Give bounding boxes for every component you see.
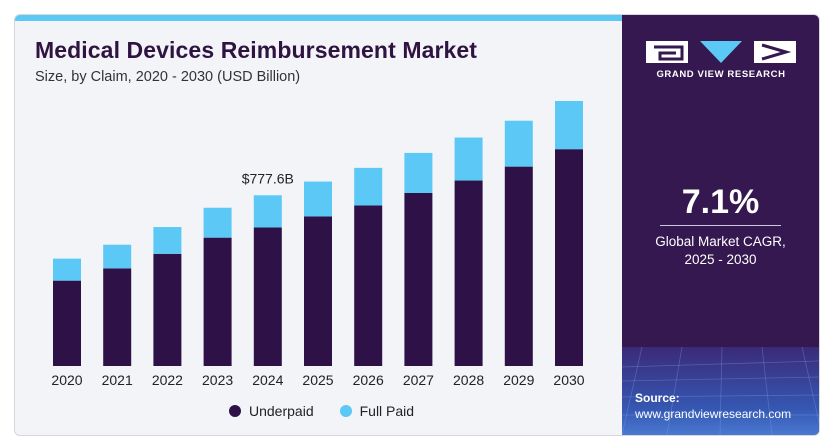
infographic-card: Medical Devices Reimbursement Market Siz…: [14, 14, 820, 436]
x-tick-label-2030: 2030: [553, 372, 584, 388]
bar-underpaid-2027: [404, 192, 433, 366]
brand-name: GRAND VIEW RESEARCH: [656, 69, 786, 80]
bar-full-paid-2025: [304, 181, 332, 217]
bar-full-paid-2021: [103, 244, 132, 269]
legend-item-underpaid: Underpaid: [229, 403, 314, 419]
source-label: Source:: [635, 391, 680, 405]
cagr-value: 7.1%: [681, 183, 760, 221]
bar-underpaid-2022: [153, 253, 182, 366]
x-tick-label-2023: 2023: [202, 372, 233, 388]
x-tick-label-2029: 2029: [503, 372, 534, 388]
chart-subtitle: Size, by Claim, 2020 - 2030 (USD Billion…: [35, 69, 301, 85]
bar-full-paid-2023: [203, 207, 232, 238]
bar-full-paid-2026: [354, 167, 383, 206]
source-box: Source: www.grandviewresearch.com: [622, 347, 819, 435]
x-tick-label-2027: 2027: [403, 372, 434, 388]
cagr-label-line2: 2025 - 2030: [684, 252, 757, 267]
sidebar-panel: GRAND VIEW RESEARCH 7.1% Global Market C…: [622, 15, 819, 435]
legend: Underpaid Full Paid: [229, 403, 414, 419]
grid-pattern: [622, 347, 819, 435]
x-tick-label-2026: 2026: [353, 372, 384, 388]
source-link[interactable]: www.grandviewresearch.com: [635, 407, 792, 421]
cagr-label: Global Market CAGR, 2025 - 2030: [622, 233, 819, 269]
data-label-2024: $777.6B: [242, 170, 294, 186]
bar-underpaid-2030: [555, 149, 583, 366]
chart-title: Medical Devices Reimbursement Market: [35, 37, 478, 63]
cagr-label-line1: Global Market CAGR,: [655, 234, 786, 249]
bar-full-paid-2028: [454, 137, 483, 181]
bar-underpaid-2024: [253, 227, 282, 366]
bar-underpaid-2026: [354, 205, 383, 366]
bar-full-paid-2020: [53, 258, 81, 281]
x-tick-label-2020: 2020: [51, 372, 82, 388]
bar-underpaid-2025: [304, 216, 332, 366]
bar-full-paid-2030: [555, 100, 583, 150]
x-tick-label-2028: 2028: [453, 372, 484, 388]
legend-swatch-underpaid: [229, 405, 241, 417]
bar-chart: 2020 2021 2022 2023 2024 $777.6B 2025 2026 2027 2…: [51, 100, 585, 388]
bar-full-paid-2029: [504, 120, 533, 167]
bar-underpaid-2023: [203, 237, 232, 366]
bar-underpaid-2028: [454, 180, 483, 366]
accent-bar: [15, 15, 622, 21]
bar-underpaid-2021: [103, 268, 132, 366]
legend-item-full-paid: Full Paid: [339, 403, 415, 419]
x-tick-label-2025: 2025: [302, 372, 333, 388]
legend-label-underpaid: Underpaid: [249, 403, 314, 419]
legend-label-full-paid: Full Paid: [359, 403, 415, 419]
bar-full-paid-2027: [404, 152, 433, 193]
grand-view-research-logo: [646, 41, 796, 63]
x-tick-label-2022: 2022: [152, 372, 183, 388]
cagr-divider: [660, 225, 781, 226]
x-tick-label-2024: 2024: [252, 372, 283, 388]
bar-underpaid-2020: [53, 280, 81, 366]
bar-full-paid-2024: [253, 195, 282, 228]
bar-underpaid-2029: [504, 166, 533, 366]
bar-full-paid-2022: [153, 227, 182, 254]
legend-swatch-full-paid: [339, 405, 352, 417]
x-tick-label-2021: 2021: [102, 372, 133, 388]
